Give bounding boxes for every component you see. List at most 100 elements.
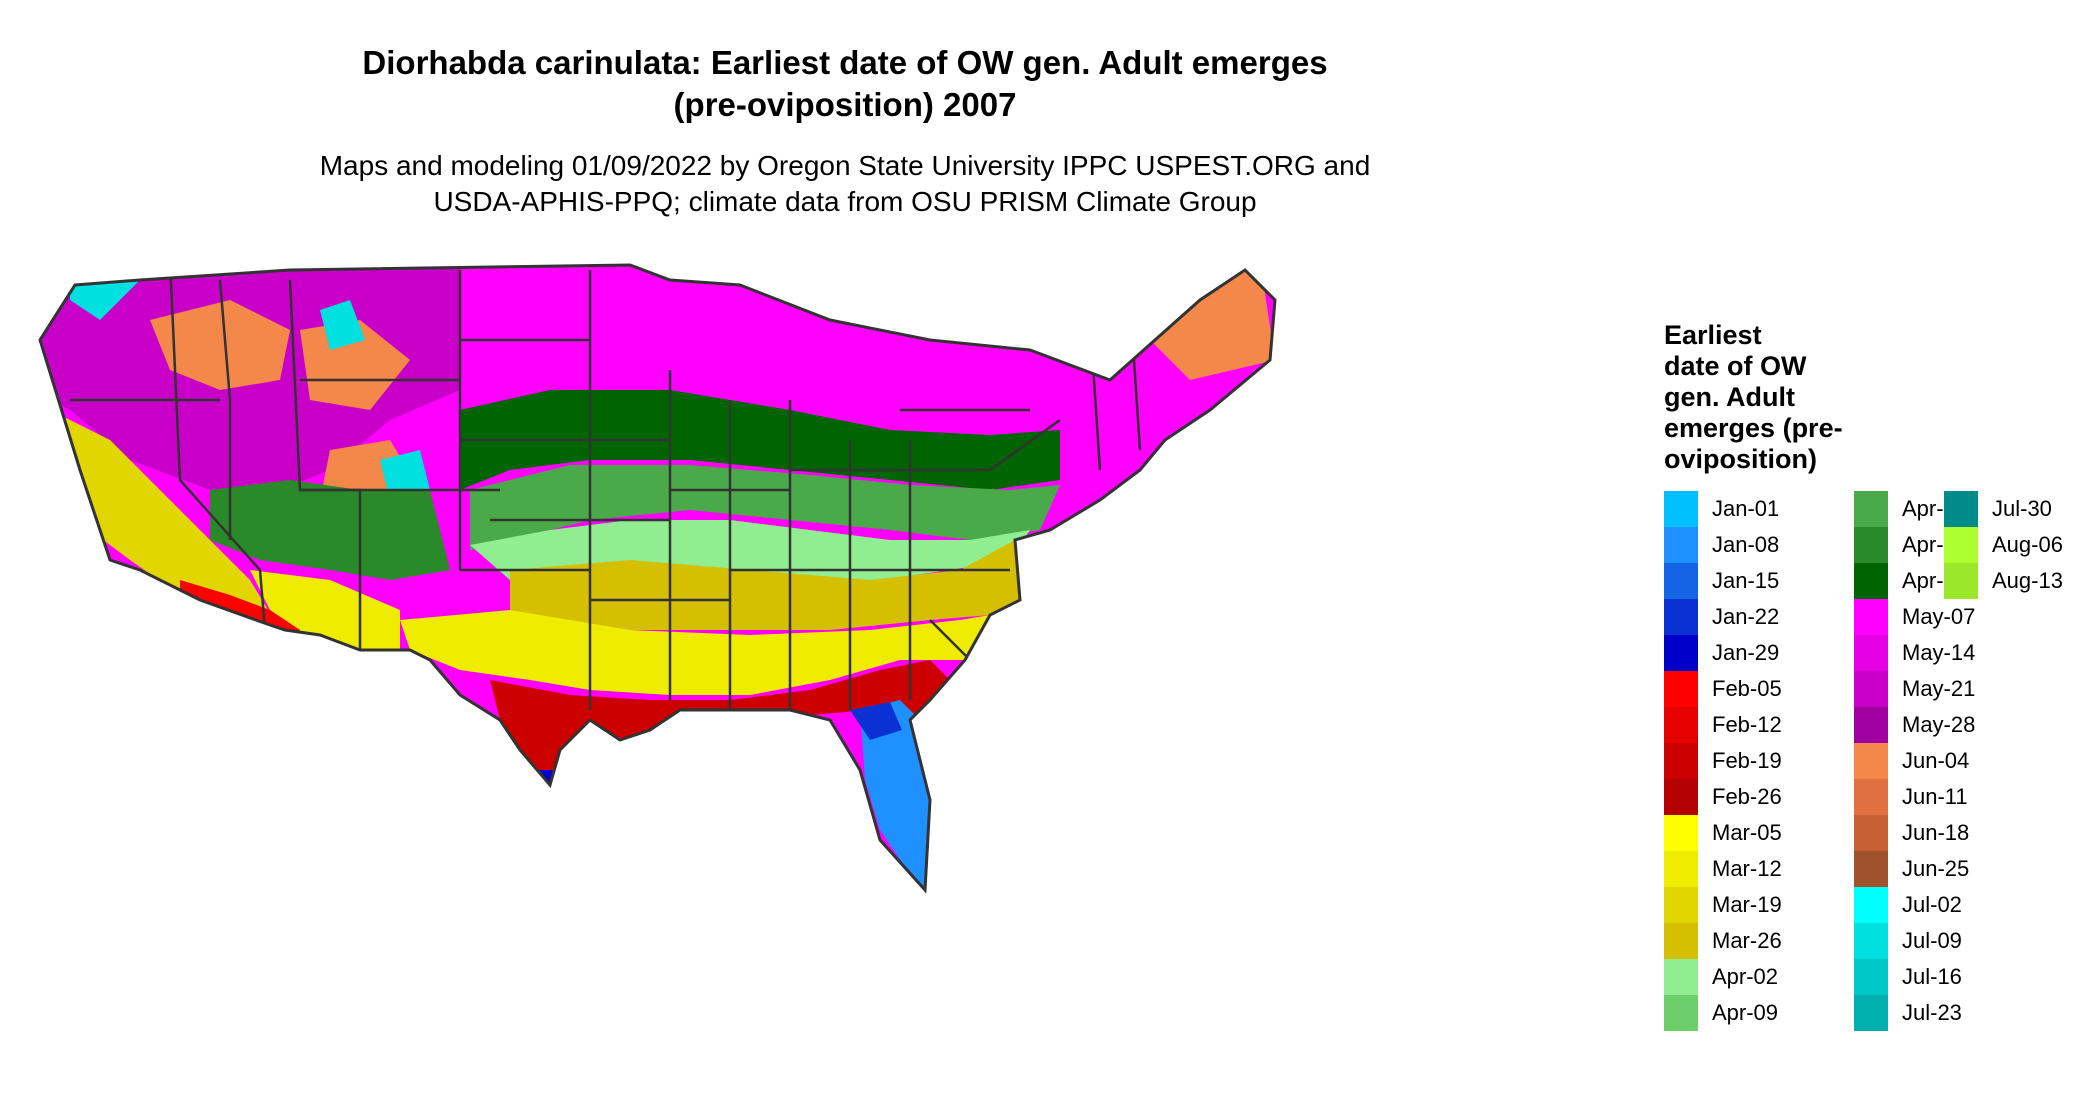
region-west-green xyxy=(210,480,450,580)
legend-label: Jun-18 xyxy=(1902,820,1970,845)
legend-swatch xyxy=(1854,851,1888,887)
legend-item: Feb-19 xyxy=(1664,743,1782,779)
legend-label: Apr-02 xyxy=(1712,964,1779,989)
legend-item: May-21 xyxy=(1854,671,1975,707)
legend-title: Earliest date of OW gen. Adult emerges (… xyxy=(1664,320,1884,475)
map-title-line-2: (pre-oviposition) 2007 xyxy=(673,86,1017,123)
legend-label: Apr-09 xyxy=(1712,1000,1779,1025)
legend-item: Jan-08 xyxy=(1664,527,1779,563)
legend-swatch xyxy=(1664,923,1698,959)
legend-swatch xyxy=(1664,491,1698,527)
us-emergence-map xyxy=(38,263,1277,894)
legend-label: Jan-08 xyxy=(1712,532,1780,557)
legend-swatch xyxy=(1664,707,1698,743)
legend-item: Jun-11 xyxy=(1854,779,1968,815)
legend-item: Jun-18 xyxy=(1854,815,1969,851)
legend-item: Jan-01 xyxy=(1664,491,1779,527)
legend-label: Aug-13 xyxy=(1992,568,2063,593)
legend-swatch xyxy=(1664,779,1698,815)
us-outline xyxy=(38,263,1277,894)
legend-label: Jan-29 xyxy=(1712,640,1780,665)
region-high-elevation-orange-2 xyxy=(300,320,410,410)
legend-swatch xyxy=(1944,491,1978,527)
legend-label: Jan-15 xyxy=(1712,568,1780,593)
legend-item: Apr-02 xyxy=(1664,959,1778,995)
legend-label: Feb-19 xyxy=(1712,748,1782,773)
legend-item: Feb-26 xyxy=(1664,779,1782,815)
legend-item: Apr-09 xyxy=(1664,995,1778,1031)
legend-swatch xyxy=(1854,707,1888,743)
state-borders xyxy=(70,265,1142,710)
legend-title-line: oviposition) xyxy=(1664,444,1817,474)
map-title-line-1: Diorhabda carinulata: Earliest date of O… xyxy=(362,44,1328,81)
legend-item: Mar-12 xyxy=(1664,851,1782,887)
legend-label: Mar-26 xyxy=(1712,928,1782,953)
legend-label: Jul-16 xyxy=(1902,964,1962,989)
legend-item: Aug-06 xyxy=(1944,527,2063,563)
legend-item: Jul-16 xyxy=(1854,959,1962,995)
legend-item: Mar-05 xyxy=(1664,815,1782,851)
legend-title-line: emerges (pre- xyxy=(1664,413,1843,443)
legend-label: Mar-12 xyxy=(1712,856,1782,881)
region-midsouth-olive xyxy=(510,540,1020,630)
legend-swatch xyxy=(1944,527,1978,563)
legend-item: Feb-05 xyxy=(1664,671,1782,707)
legend-label: Jul-30 xyxy=(1992,496,2052,521)
legend-item: Aug-13 xyxy=(1944,563,2063,599)
legend-swatch xyxy=(1854,923,1888,959)
map-title: Diorhabda carinulata: Earliest date of O… xyxy=(150,42,1540,126)
region-peak-cyan-2 xyxy=(320,300,365,350)
region-peak-cyan-3 xyxy=(380,450,430,500)
map-subtitle: Maps and modeling 01/09/2022 by Oregon S… xyxy=(150,148,1540,220)
region-florida-blue xyxy=(860,700,930,890)
legend-label: Jan-01 xyxy=(1712,496,1780,521)
legend-title-line: gen. Adult xyxy=(1664,382,1795,412)
legend-label: Jun-04 xyxy=(1902,748,1970,773)
legend-swatch xyxy=(1664,851,1698,887)
legend-label: Jan-22 xyxy=(1712,604,1780,629)
legend-item: Jan-22 xyxy=(1664,599,1779,635)
region-west-yellow-2 xyxy=(250,570,400,650)
legend-item: May-14 xyxy=(1854,635,1975,671)
legend-swatch xyxy=(1664,671,1698,707)
legend-swatch xyxy=(1854,743,1888,779)
legend-swatch xyxy=(1664,563,1698,599)
legend-item: Jun-04 xyxy=(1854,743,1969,779)
legend-title-line: date of OW xyxy=(1664,351,1807,381)
legend-label: Feb-12 xyxy=(1712,712,1782,737)
region-south-yellow xyxy=(400,610,990,695)
region-plains-mid-green xyxy=(470,465,1060,550)
legend-label: May-14 xyxy=(1902,640,1976,665)
legend-label: Jul-02 xyxy=(1902,892,1962,917)
region-west-yellow xyxy=(40,400,280,630)
legend-swatch xyxy=(1854,527,1888,563)
legend-label: May-28 xyxy=(1902,712,1976,737)
legend-swatch xyxy=(1664,995,1698,1031)
region-high-elevation-orange-1 xyxy=(150,300,290,390)
legend-swatch xyxy=(1854,887,1888,923)
legend-label: Mar-05 xyxy=(1712,820,1782,845)
legend: Jan-01 Jan-08 Jan-15 Jan-22 Jan-29 Feb-05 Feb-… xyxy=(1664,491,2094,1036)
region-florida-dark-blue xyxy=(850,702,902,740)
legend-item: Jul-02 xyxy=(1854,887,1962,923)
legend-item: Jan-29 xyxy=(1664,635,1779,671)
legend-swatch xyxy=(1664,743,1698,779)
legend-swatch xyxy=(1664,815,1698,851)
legend-item: Jun-25 xyxy=(1854,851,1969,887)
legend-swatch xyxy=(1854,671,1888,707)
legend-swatch xyxy=(1854,599,1888,635)
legend-item: Mar-26 xyxy=(1664,923,1782,959)
legend-swatch xyxy=(1854,959,1888,995)
legend-swatch xyxy=(1854,563,1888,599)
legend-item: May-07 xyxy=(1854,599,1975,635)
legend-label: Jul-09 xyxy=(1902,928,1962,953)
legend-label: Jun-25 xyxy=(1902,856,1970,881)
legend-item: Jan-15 xyxy=(1664,563,1779,599)
map-subtitle-line-2: USDA-APHIS-PPQ; climate data from OSU PR… xyxy=(433,186,1257,217)
legend-item: Mar-19 xyxy=(1664,887,1782,923)
legend-label: May-07 xyxy=(1902,604,1976,629)
legend-swatch xyxy=(1664,599,1698,635)
legend-swatch xyxy=(1854,491,1888,527)
legend-item: Feb-12 xyxy=(1664,707,1782,743)
legend-label: Jun-11 xyxy=(1902,784,1968,809)
